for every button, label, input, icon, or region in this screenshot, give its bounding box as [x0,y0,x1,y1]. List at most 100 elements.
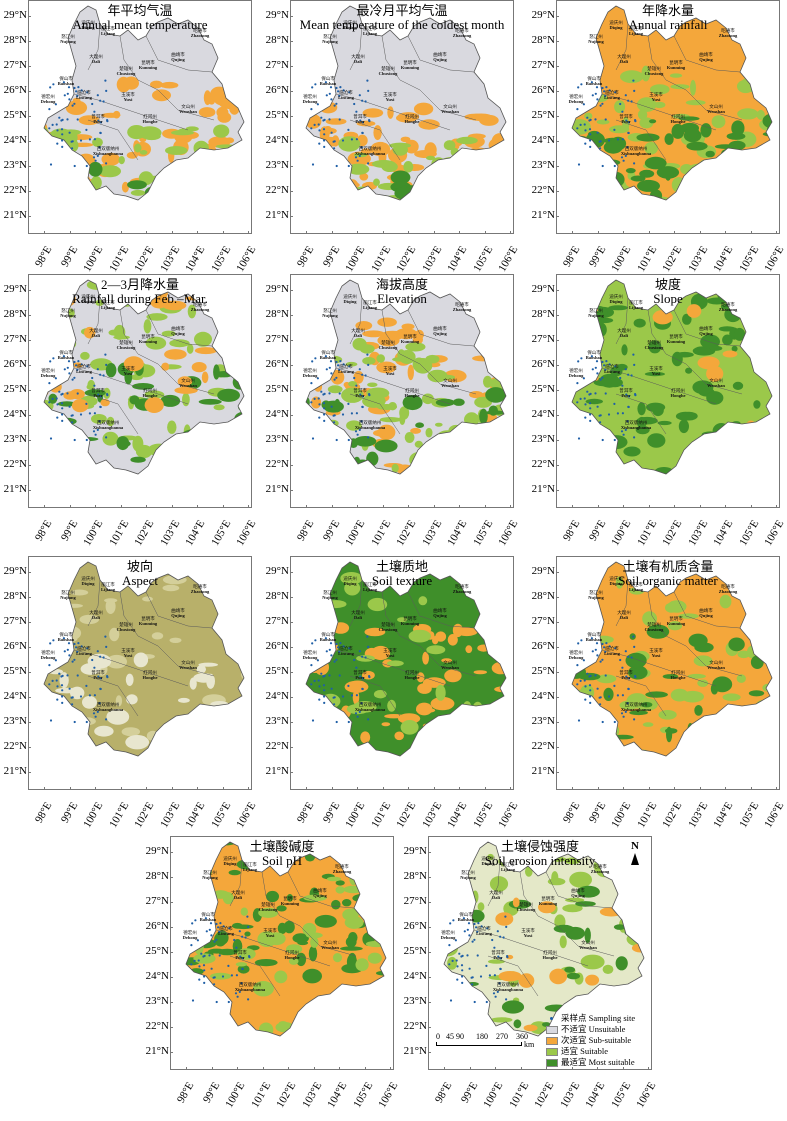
longitude-tick [725,787,726,790]
prefecture-label-en: Kunming [281,901,300,906]
suitability-patch [722,350,738,358]
prefecture-label-en: Yuxi [652,97,662,102]
sampling-site [364,656,367,659]
sampling-site [56,685,59,688]
suitability-patch [342,899,352,907]
suitability-patch [690,183,709,194]
prefecture-label-cn: 保山市 [587,349,601,356]
prefecture-label-en: Honghe [142,675,157,680]
suitability-patch [392,227,408,233]
suitability-patch [482,463,505,473]
suitability-patch [237,343,244,350]
latitude-tick [556,722,559,723]
latitude-tick [556,697,559,698]
prefecture-label-en: Baoshan [320,355,337,360]
longitude-tick [357,505,358,508]
longitude-tick [390,1067,391,1070]
suitability-patch [641,702,653,708]
prefecture-label-cn: 大理州 [617,53,631,60]
sampling-site [86,365,89,368]
longitude-tick [776,505,777,508]
suitability-patch [764,726,772,738]
sampling-site [322,684,326,687]
suitability-patch [572,158,575,163]
latitude-label: 27°N [403,895,427,907]
sampling-site [85,164,88,168]
suitability-patch [64,469,84,474]
sampling-site [449,999,453,1002]
suitability-patch [130,456,146,463]
suitability-patch [567,775,577,781]
latitude-label: 22°N [403,1020,427,1032]
suitability-patch [214,932,227,947]
latitude-tick [290,390,293,391]
latitude-tick [290,365,293,366]
latitude-tick [290,647,293,648]
prefecture-label-en: Wenshan [441,109,459,114]
prefecture-boundaries [73,579,215,717]
suitability-patch [680,769,687,777]
suitability-patch [178,727,199,741]
suitability-patch [314,914,337,928]
prefecture-label-en: Lincang [476,931,493,936]
sampling-site [49,642,52,645]
suitability-patch [580,954,605,970]
sampling-site [580,83,583,86]
sampling-site [310,664,313,667]
suitability-patch [560,484,584,489]
latitude-label: 25°N [3,665,27,677]
prefecture-label-en: Baoshan [586,637,603,642]
sampling-site [62,81,65,84]
sampling-site [594,674,597,677]
prefecture-label-cn: 曲靖市 [433,51,447,58]
prefecture-label-en: Honghe [142,119,157,124]
prefecture-label-cn: 迪庆州 [223,855,237,862]
suitability-patch [631,943,644,953]
prefecture-label-cn: 文山州 [443,103,457,110]
sampling-site [106,676,109,679]
suitability-patch [198,107,216,118]
prefecture-label-cn: 普洱市 [353,387,367,394]
sampling-site [359,675,362,678]
suitability-patch [58,624,76,632]
suitability-patch [653,101,666,109]
sampling-site [222,925,225,928]
sampling-site [601,360,604,364]
prefecture-label-cn: 迪庆州 [81,575,95,582]
suitability-patch [74,773,93,788]
suitability-patch [359,344,375,354]
sampling-site [499,967,502,970]
prefecture-boundaries [335,297,477,435]
suitability-patch [628,665,648,680]
suitability-patch [694,457,707,467]
prefecture-label-cn: 大理州 [617,327,631,334]
suitability-patch [90,175,102,190]
prefecture-label-cn: 玉溪市 [521,927,535,934]
suitability-patch [469,193,484,200]
suitability-patch [240,425,244,440]
suitability-patch [314,483,321,492]
panel-title-en: Annual rainfall [628,17,708,32]
prefecture-label-cn: 临沧市 [77,89,91,96]
suitability-patch [130,475,146,490]
suitability-patch [333,763,350,769]
prefecture-label-cn: 迪庆州 [609,575,623,582]
suitability-patch [744,198,761,200]
sampling-site [598,140,601,143]
sampling-site [104,79,107,82]
longitude-tick [510,505,511,508]
sampling-site [603,364,606,367]
prefecture-boundaries [601,23,743,161]
sampling-site [466,954,469,957]
suitability-patch [766,751,772,756]
suitability-patch [495,165,504,173]
suitability-patch [682,754,700,756]
suitability-patch [584,112,593,120]
suitability-patch [669,73,683,78]
prefecture-label-en: Nujiang [60,595,76,600]
sampling-site [56,698,59,701]
suitability-patch [648,340,662,354]
sampling-site [61,413,64,416]
suitability-patch [231,207,243,220]
